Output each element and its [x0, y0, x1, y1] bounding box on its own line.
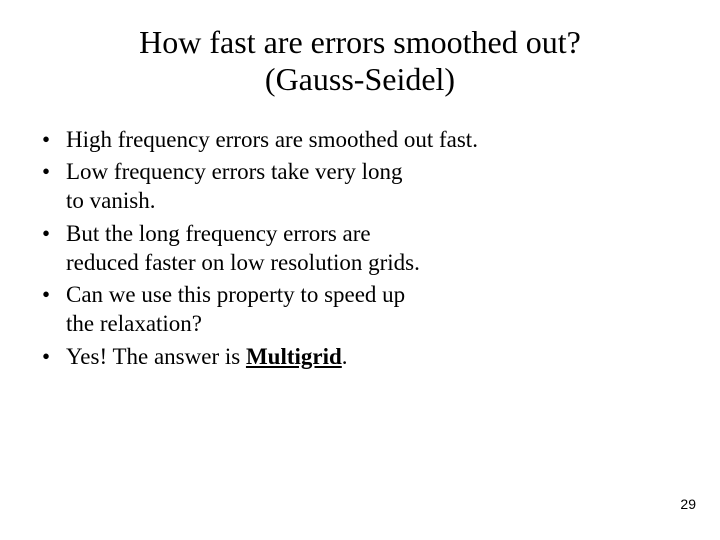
bullet-text: High frequency errors are smoothed out f… — [66, 127, 478, 152]
bullet-text: Yes! The answer is — [66, 344, 246, 369]
emphasis-word: Multigrid — [246, 344, 342, 369]
list-item: Yes! The answer is Multigrid. — [36, 343, 684, 372]
list-item: Low frequency errors take very longto va… — [36, 158, 684, 216]
list-item: But the long frequency errors arereduced… — [36, 220, 684, 278]
title-line-2: (Gauss-Seidel) — [265, 61, 455, 97]
bullet-text: Can we use this property to speed upthe … — [66, 282, 405, 336]
bullet-list: High frequency errors are smoothed out f… — [36, 126, 684, 372]
page-number: 29 — [680, 496, 696, 512]
bullet-text: Low frequency errors take very longto va… — [66, 159, 403, 213]
slide-title: How fast are errors smoothed out? (Gauss… — [36, 24, 684, 98]
list-item: High frequency errors are smoothed out f… — [36, 126, 684, 155]
title-line-1: How fast are errors smoothed out? — [139, 24, 581, 60]
bullet-text: But the long frequency errors arereduced… — [66, 221, 420, 275]
emphasis-suffix: . — [342, 344, 348, 369]
slide: How fast are errors smoothed out? (Gauss… — [0, 0, 720, 540]
list-item: Can we use this property to speed upthe … — [36, 281, 684, 339]
